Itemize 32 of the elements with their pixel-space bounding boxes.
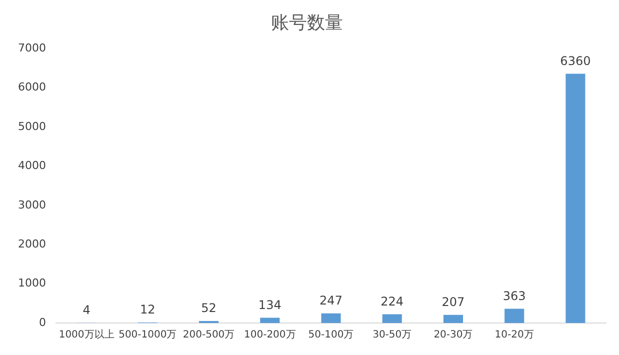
y-tick-label: 7000 <box>18 41 46 54</box>
y-tick-label: 0 <box>38 316 46 329</box>
bar <box>260 318 280 323</box>
x-tick-label: 1000万以上 <box>58 328 114 341</box>
data-label: 363 <box>502 288 526 303</box>
y-tick-label: 5000 <box>18 120 46 133</box>
data-label: 6360 <box>560 54 591 68</box>
y-tick-label: 3000 <box>18 198 46 212</box>
bar <box>382 314 402 323</box>
y-tick-label: 4000 <box>18 159 46 172</box>
bar <box>504 308 524 323</box>
x-tick-label: 500-1000万 <box>118 330 177 341</box>
data-label: 12 <box>140 302 156 317</box>
bar <box>443 314 463 323</box>
chart-title: 账号数量 <box>271 12 343 34</box>
bar <box>566 74 586 323</box>
data-label: 4 <box>82 302 90 317</box>
data-label: 224 <box>380 294 404 308</box>
data-label: 52 <box>201 301 216 316</box>
x-tick-label: 50-100万 <box>308 330 354 341</box>
x-tick-label: 20-30万 <box>434 330 473 341</box>
y-tick-label: 1000 <box>18 276 46 290</box>
x-tick-label: 30-50万 <box>372 330 412 341</box>
data-label: 207 <box>442 295 465 310</box>
x-tick-label: 100-200万 <box>244 330 296 341</box>
y-tick-label: 2000 <box>18 237 46 250</box>
y-tick-label: 6000 <box>18 80 46 94</box>
x-tick-label: 10-20万 <box>494 330 534 341</box>
bar <box>321 313 341 323</box>
data-label: 134 <box>258 298 282 312</box>
data-label: 247 <box>320 293 342 308</box>
x-tick-label: 200-500万 <box>182 330 235 341</box>
